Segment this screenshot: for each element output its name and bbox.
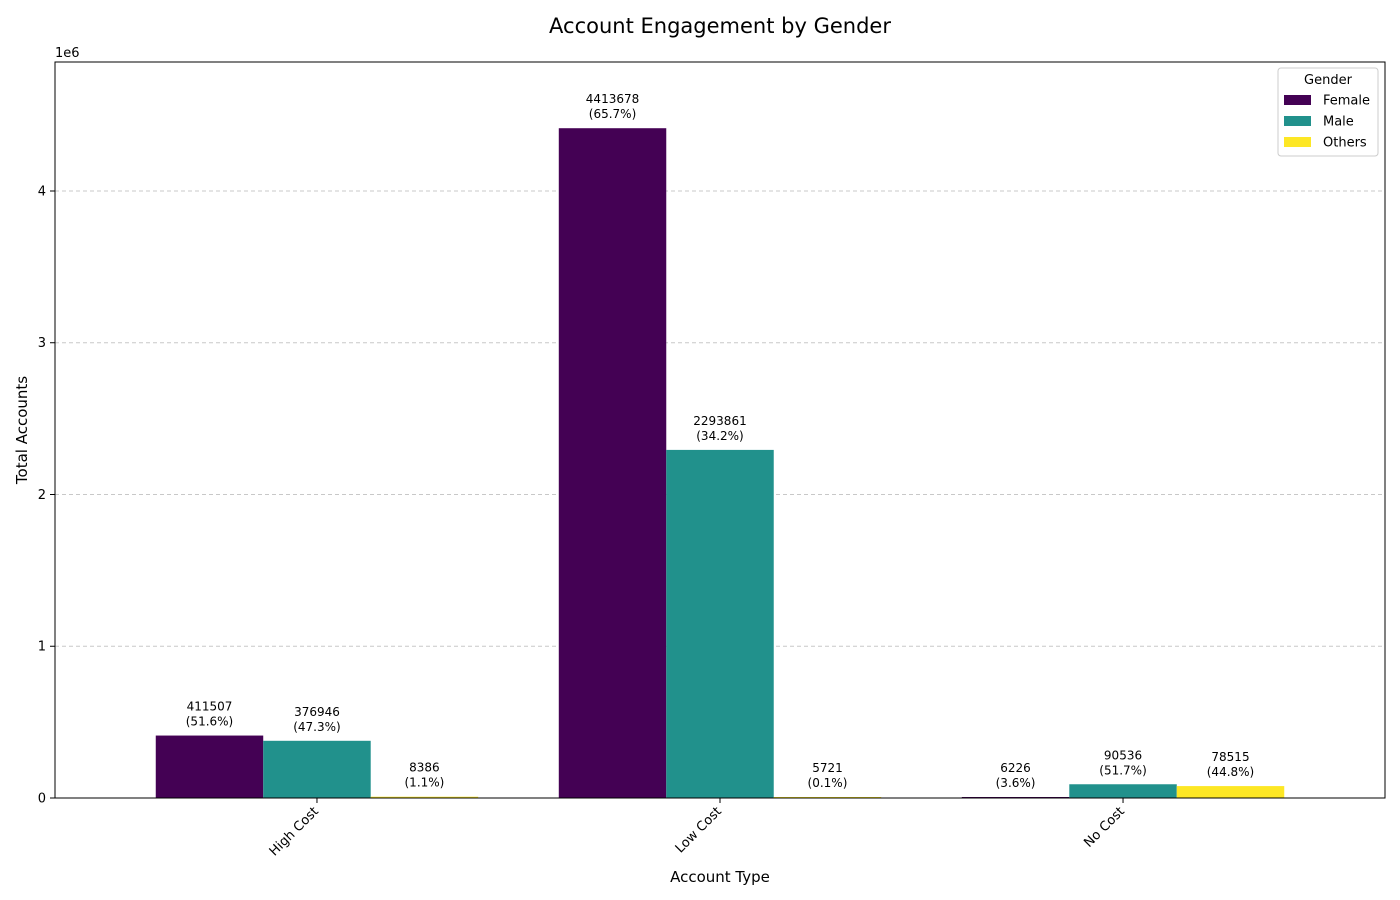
y-tick-label: 2 xyxy=(38,488,46,503)
y-axis-title: Total Accounts xyxy=(13,376,31,485)
legend-swatch-others xyxy=(1284,137,1311,147)
legend-box xyxy=(1277,67,1379,157)
y-tick-label: 1 xyxy=(38,640,46,655)
data-label-percent: (47.3%) xyxy=(293,720,340,734)
bar-male xyxy=(263,740,371,798)
legend-label-others: Others xyxy=(1323,136,1367,151)
y-tick-label: 0 xyxy=(38,792,46,807)
data-label-value: 78515 xyxy=(1211,750,1249,764)
legend-swatch-female xyxy=(1284,95,1311,105)
y-axis-ticks: 0 1 2 3 4 xyxy=(38,184,55,807)
data-label-value: 8386 xyxy=(409,761,440,775)
data-label-value: 6226 xyxy=(1000,761,1031,775)
data-label-percent: (0.1%) xyxy=(808,776,848,790)
y-tick-label: 4 xyxy=(38,184,46,199)
data-label-percent: (1.1%) xyxy=(405,776,445,790)
chart-title: Account Engagement by Gender xyxy=(549,14,891,38)
x-axis-ticks: High Cost Low Cost No Cost xyxy=(267,798,1128,859)
bar-others xyxy=(370,796,479,798)
data-label-value: 376946 xyxy=(294,705,340,719)
data-label-percent: (65.7%) xyxy=(589,107,636,121)
data-label-percent: (51.6%) xyxy=(186,715,233,729)
bars xyxy=(155,128,1285,798)
legend-title: Gender xyxy=(1304,73,1353,88)
data-label-value: 4413678 xyxy=(586,92,639,106)
bar-female xyxy=(558,128,667,798)
bar-female xyxy=(155,735,264,798)
data-label-value: 411507 xyxy=(187,700,233,714)
legend: Gender Female Male Others xyxy=(1277,67,1379,157)
bar-others xyxy=(1176,786,1285,798)
legend-label-female: Female xyxy=(1323,94,1370,109)
bar-male xyxy=(666,449,774,798)
y-axis-offset-label: 1e6 xyxy=(55,46,80,61)
data-label-value: 90536 xyxy=(1104,748,1142,762)
data-label-percent: (51.7%) xyxy=(1099,763,1146,777)
x-axis-title: Account Type xyxy=(670,868,770,886)
data-label-value: 5721 xyxy=(812,761,843,775)
data-label-percent: (34.2%) xyxy=(696,429,743,443)
x-tick-label: Low Cost xyxy=(673,804,725,856)
legend-label-male: Male xyxy=(1323,115,1354,130)
y-tick-label: 3 xyxy=(38,336,46,351)
data-labels: 411507(51.6%) 4413678(65.7%) 6226(3.6%) 376… xyxy=(186,92,1254,790)
legend-swatch-male xyxy=(1284,116,1311,126)
data-label-value: 2293861 xyxy=(693,414,746,428)
data-label-percent: (3.6%) xyxy=(996,776,1036,790)
x-tick-label: High Cost xyxy=(267,804,322,859)
data-label-percent: (44.8%) xyxy=(1207,765,1254,779)
bar-male xyxy=(1069,784,1177,798)
x-tick-label: No Cost xyxy=(1081,804,1127,850)
